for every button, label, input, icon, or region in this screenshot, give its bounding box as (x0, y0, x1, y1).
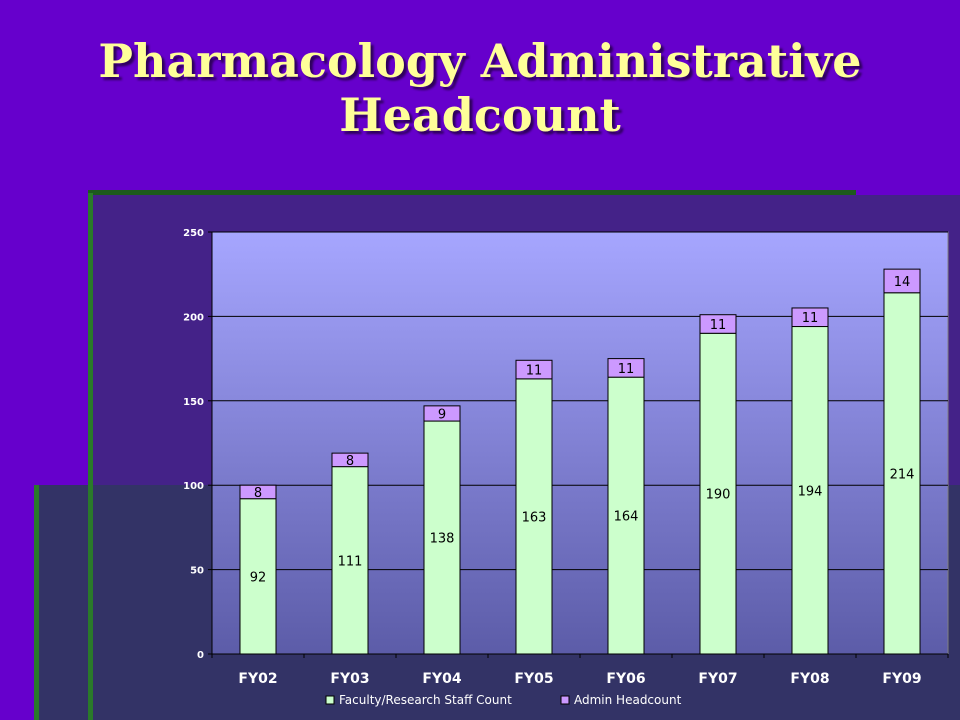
bar-admin-fy08 (791, 307, 829, 328)
y-tick-label: 150 (183, 397, 204, 408)
data-label-admin: 14 (894, 275, 911, 290)
x-tick-label: FY02 (238, 671, 277, 687)
bar-faculty-fy02 (239, 498, 277, 655)
bar-faculty-fy05 (515, 378, 553, 655)
bar-faculty-fy09 (883, 292, 921, 655)
bar-admin-fy03 (331, 452, 369, 468)
data-label-admin: 9 (438, 407, 446, 422)
data-label-admin: 11 (618, 362, 635, 377)
bar-admin-fy02 (239, 484, 277, 500)
decorative-left-bar (88, 193, 93, 720)
data-label-admin: 11 (710, 318, 727, 333)
slide-title-line-2: Headcount (339, 88, 621, 142)
legend-label-admin: Admin Headcount (574, 693, 682, 707)
data-label-faculty: 214 (890, 467, 915, 482)
data-label-faculty: 190 (706, 488, 731, 503)
slide-title-line-1: Pharmacology Administrative (98, 34, 862, 88)
y-tick-label: 100 (183, 481, 204, 492)
bar-faculty-fy04 (423, 420, 461, 655)
bar-admin-fy04 (423, 405, 461, 422)
y-tick-label: 250 (183, 228, 204, 239)
data-label-admin: 11 (802, 311, 819, 326)
data-label-faculty: 111 (338, 554, 363, 569)
x-tick-label: FY04 (422, 671, 461, 687)
y-tick-label: 50 (190, 566, 204, 577)
legend-swatch-admin (560, 695, 570, 705)
data-label-admin: 11 (526, 364, 543, 379)
bar-admin-fy05 (515, 359, 553, 380)
plot-area (211, 231, 949, 655)
x-tick-label: FY07 (698, 671, 737, 687)
slide-title: Pharmacology Administrative Headcount (0, 34, 960, 142)
legend-label-faculty: Faculty/Research Staff Count (339, 693, 512, 707)
bar-faculty-fy03 (331, 466, 369, 655)
bar-admin-fy09 (883, 268, 921, 294)
y-tick-label: 0 (197, 650, 204, 661)
x-tick-label: FY05 (514, 671, 553, 687)
data-label-faculty: 92 (250, 570, 267, 585)
decorative-top-bar (88, 190, 856, 195)
x-tick-label: FY08 (790, 671, 829, 687)
data-label-faculty: 163 (522, 510, 547, 525)
x-tick-label: FY06 (606, 671, 645, 687)
x-tick-label: FY03 (330, 671, 369, 687)
x-tick-label: FY09 (882, 671, 921, 687)
data-label-admin: 8 (346, 454, 354, 469)
bar-admin-fy07 (699, 314, 737, 334)
data-label-faculty: 138 (430, 532, 455, 547)
bar-admin-fy06 (607, 358, 645, 378)
data-label-faculty: 194 (798, 484, 823, 499)
y-tick-label: 200 (183, 312, 204, 323)
data-label-admin: 8 (254, 486, 262, 501)
legend-swatch-faculty (325, 695, 335, 705)
data-label-faculty: 164 (614, 510, 639, 525)
bar-faculty-fy08 (791, 326, 829, 655)
decorative-left-bar-lower (34, 485, 39, 720)
